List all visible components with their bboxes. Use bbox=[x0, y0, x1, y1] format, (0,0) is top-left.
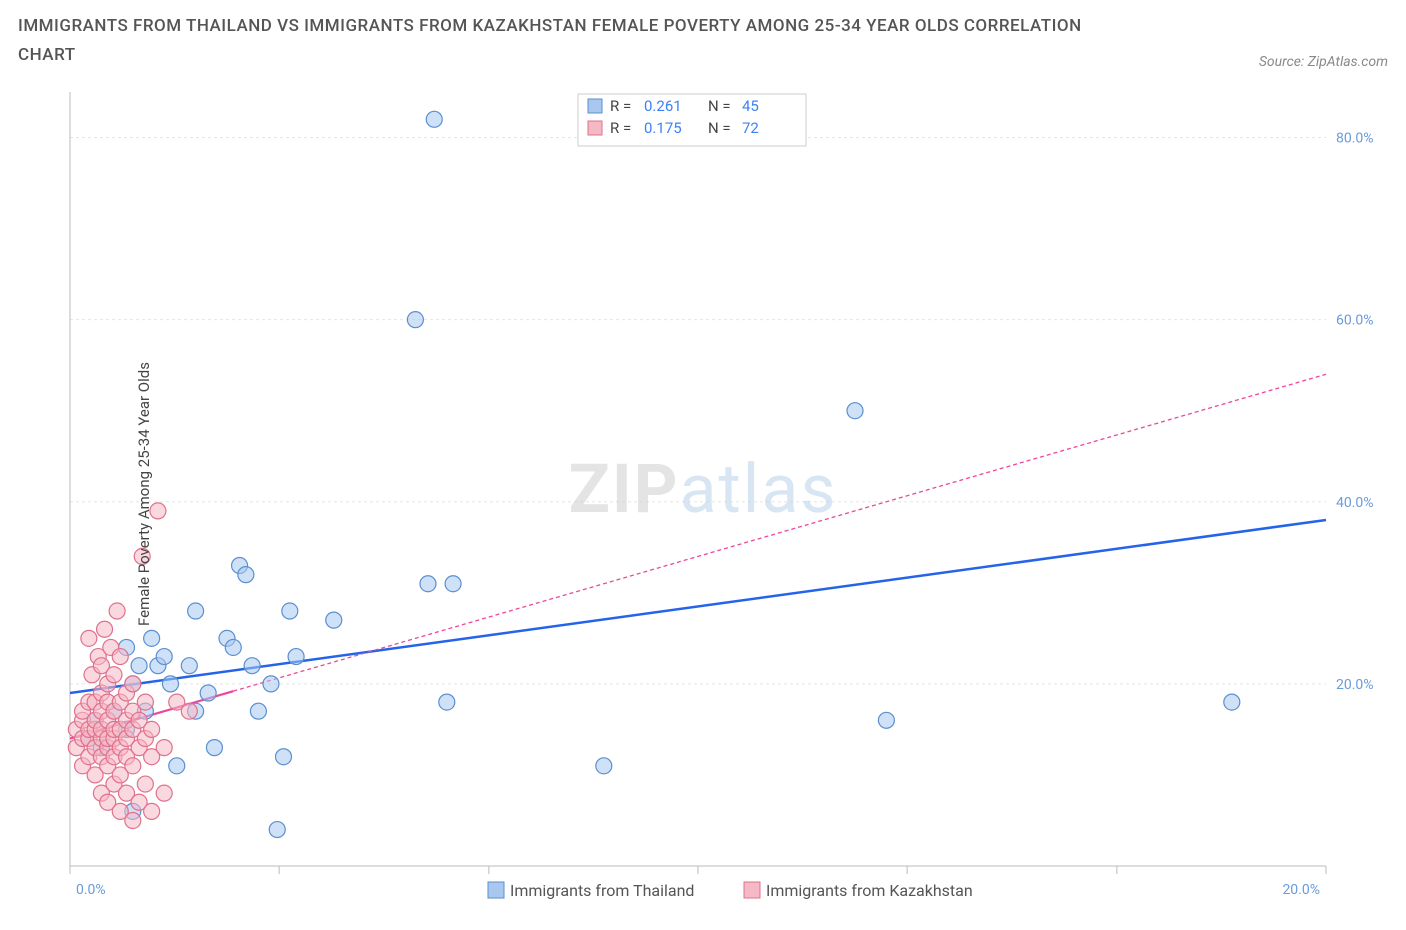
legend-r-label: R = bbox=[610, 97, 631, 115]
data-point bbox=[137, 694, 153, 710]
data-point bbox=[200, 685, 216, 701]
legend-swatch bbox=[488, 882, 504, 898]
data-point bbox=[407, 311, 423, 327]
chart-source: Source: ZipAtlas.com bbox=[1259, 54, 1388, 70]
legend-n-value: 72 bbox=[742, 119, 759, 137]
legend-n-value: 45 bbox=[742, 97, 759, 115]
legend-swatch bbox=[588, 99, 602, 113]
trend-line-dashed bbox=[233, 374, 1326, 691]
data-point bbox=[426, 111, 442, 127]
data-point bbox=[125, 676, 141, 692]
data-point bbox=[169, 758, 185, 774]
data-point bbox=[420, 575, 436, 591]
legend-n-label: N = bbox=[708, 119, 731, 137]
data-point bbox=[238, 566, 254, 582]
data-point bbox=[181, 703, 197, 719]
y-tick-label: 20.0% bbox=[1336, 677, 1374, 693]
y-tick-label: 80.0% bbox=[1336, 130, 1374, 146]
data-point bbox=[276, 749, 292, 765]
legend-swatch bbox=[588, 121, 602, 135]
data-point bbox=[144, 721, 160, 737]
data-point bbox=[878, 712, 894, 728]
data-point bbox=[181, 657, 197, 673]
chart-title: IMMIGRANTS FROM THAILAND VS IMMIGRANTS F… bbox=[18, 12, 1118, 70]
data-point bbox=[225, 639, 241, 655]
y-tick-label: 60.0% bbox=[1336, 312, 1374, 328]
watermark: ZIPatlas bbox=[569, 449, 838, 529]
data-point bbox=[125, 812, 141, 828]
data-point bbox=[445, 575, 461, 591]
data-point bbox=[144, 803, 160, 819]
data-point bbox=[263, 676, 279, 692]
legend-series-label: Immigrants from Thailand bbox=[510, 881, 694, 900]
data-point bbox=[156, 785, 172, 801]
x-tick-label: 0.0% bbox=[76, 882, 106, 898]
legend-r-label: R = bbox=[610, 119, 631, 137]
data-point bbox=[97, 621, 113, 637]
data-point bbox=[156, 739, 172, 755]
data-point bbox=[81, 630, 97, 646]
y-tick-label: 40.0% bbox=[1336, 495, 1374, 511]
y-axis-label: Female Poverty Among 25-34 Year Olds bbox=[135, 362, 153, 626]
legend-r-value: 0.175 bbox=[644, 119, 682, 137]
data-point bbox=[188, 603, 204, 619]
data-point bbox=[156, 648, 172, 664]
data-point bbox=[206, 739, 222, 755]
data-point bbox=[162, 676, 178, 692]
data-point bbox=[439, 694, 455, 710]
legend-swatch bbox=[744, 882, 760, 898]
data-point bbox=[244, 657, 260, 673]
data-point bbox=[131, 657, 147, 673]
data-point bbox=[144, 630, 160, 646]
scatter-chart: 20.0% 40.0% 60.0% 80.0% 0.0% 20.0% ZIPatlas R =… bbox=[18, 74, 1388, 914]
data-point bbox=[250, 703, 266, 719]
data-point bbox=[269, 821, 285, 837]
data-point bbox=[137, 776, 153, 792]
data-point bbox=[112, 648, 128, 664]
data-point bbox=[282, 603, 298, 619]
data-point bbox=[847, 402, 863, 418]
legend-n-label: N = bbox=[708, 97, 731, 115]
data-point bbox=[106, 667, 122, 683]
data-point bbox=[125, 758, 141, 774]
data-point bbox=[1224, 694, 1240, 710]
legend-r-value: 0.261 bbox=[644, 97, 682, 115]
data-point bbox=[109, 603, 125, 619]
data-point bbox=[326, 612, 342, 628]
data-point bbox=[288, 648, 304, 664]
legend-series-label: Immigrants from Kazakhstan bbox=[766, 881, 973, 900]
data-point bbox=[596, 758, 612, 774]
x-tick-label: 20.0% bbox=[1282, 882, 1320, 898]
